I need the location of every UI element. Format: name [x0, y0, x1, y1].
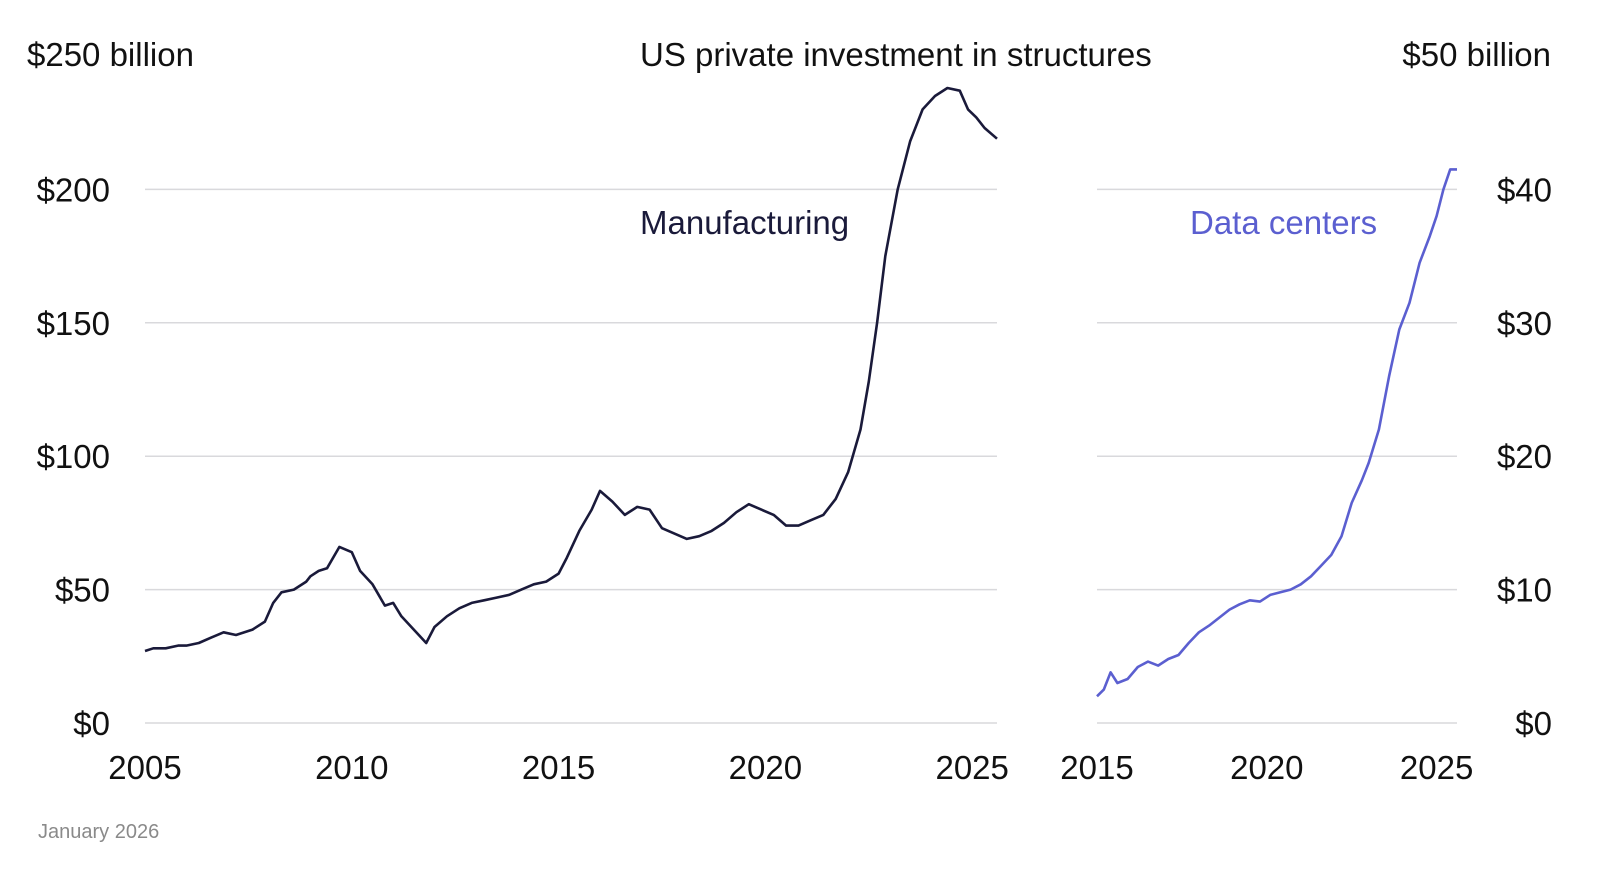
data-centers-y-tick-label: $20: [1497, 438, 1552, 475]
data-centers-x-tick-label: 2015: [1060, 749, 1133, 786]
data-centers-y-tick-label: $40: [1497, 171, 1552, 208]
manufacturing-x-tick-labels: 2005 2010 2015 2020 2025: [108, 749, 1009, 786]
manufacturing-gridlines: [145, 188, 997, 724]
chart-title: US private investment in structures: [640, 36, 1152, 73]
data-centers-line: [1096, 168, 1457, 698]
data-centers-x-tick-labels: 2015 2020 2025: [1060, 749, 1473, 786]
manufacturing-y-tick-labels: $0 $50 $100 $150 $200: [37, 171, 110, 742]
manufacturing-panel: $0 $50 $100 $150 $200 2005 2010 2015 2020 2025: [37, 86, 1009, 786]
data-centers-y-tick-labels: $0 $10 $20 $30 $40: [1497, 171, 1552, 742]
manufacturing-y-tick-label: $0: [73, 705, 110, 742]
manufacturing-y-tick-label: $150: [37, 305, 110, 342]
footer-date: January 2026: [38, 821, 159, 843]
data-centers-gridlines: [1097, 188, 1457, 724]
data-centers-y-tick-label: $10: [1497, 572, 1552, 609]
manufacturing-series-label: Manufacturing: [640, 204, 849, 241]
manufacturing-y-tick-label: $200: [37, 171, 110, 208]
data-centers-x-tick-label: 2020: [1230, 749, 1303, 786]
manufacturing-x-tick-label: 2005: [108, 749, 181, 786]
data-centers-y-tick-label: $30: [1497, 305, 1552, 342]
manufacturing-x-tick-label: 2020: [729, 749, 802, 786]
manufacturing-x-tick-label: 2025: [935, 749, 1008, 786]
manufacturing-x-tick-label: 2015: [522, 749, 595, 786]
data-centers-y-tick-label: $0: [1515, 705, 1552, 742]
manufacturing-y-tick-label: $50: [55, 572, 110, 609]
data-centers-series-label: Data centers: [1190, 204, 1377, 241]
data-centers-panel: $0 $10 $20 $30 $40 2015 2020 2025: [1060, 168, 1552, 786]
manufacturing-x-tick-label: 2010: [315, 749, 388, 786]
data-centers-x-tick-label: 2025: [1400, 749, 1473, 786]
manufacturing-unit-label: $250 billion: [27, 36, 194, 73]
data-centers-unit-label: $50 billion: [1402, 36, 1551, 73]
manufacturing-line: [144, 86, 998, 653]
manufacturing-y-tick-label: $100: [37, 438, 110, 475]
